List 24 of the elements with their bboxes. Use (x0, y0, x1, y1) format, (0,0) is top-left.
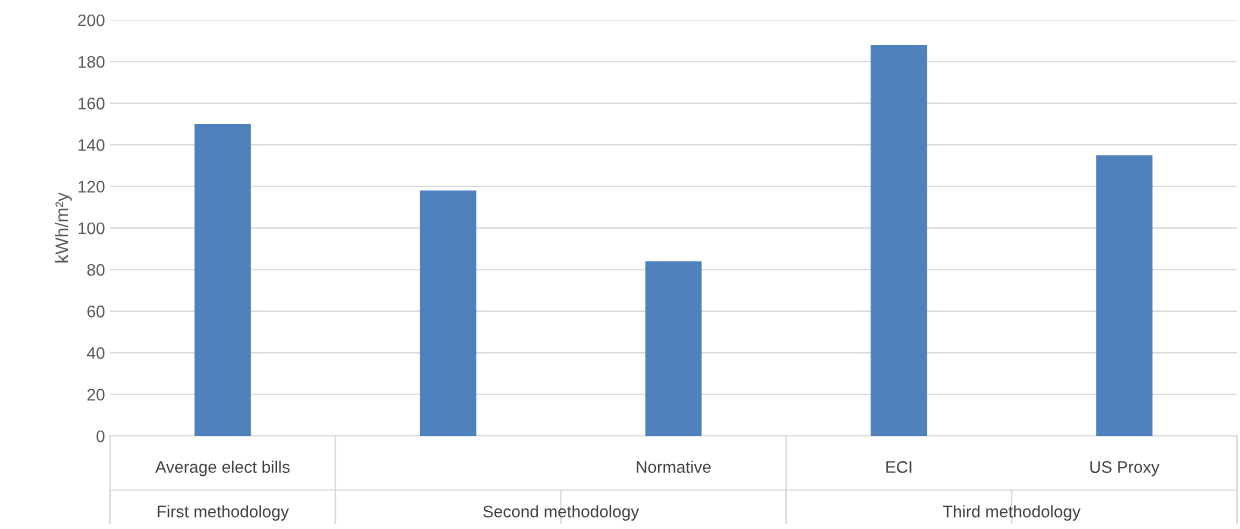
text: First methodology (157, 505, 289, 521)
y-tick-label: 20 (87, 388, 105, 401)
text: Second methodology (483, 505, 640, 521)
bar (419, 190, 477, 436)
bar (645, 261, 702, 436)
y-tick-label: 200 (78, 14, 105, 27)
text: Third methodology (942, 505, 1081, 521)
x-tick-label: US Proxy (1090, 461, 1160, 477)
x-tick-label: ECI (886, 461, 912, 473)
y-tick-label: 180 (78, 56, 105, 68)
bar (870, 44, 928, 436)
bar (194, 124, 251, 436)
x-tick-label: Normative (636, 460, 711, 473)
y-tick-label: 40 (86, 347, 105, 359)
y-tick-label: 160 (78, 97, 105, 110)
y-tick-label: 100 (78, 222, 105, 235)
y-tick-label: 140 (78, 139, 105, 151)
y-tick-label: 60 (87, 305, 105, 318)
bar (1096, 155, 1153, 436)
y-tick-label: 80 (87, 264, 105, 276)
x-tick-label: Average elect bills (155, 460, 290, 477)
y-tick-label: 120 (78, 180, 105, 193)
y-tick-label: 0 (96, 430, 105, 443)
y-axis-title: kWh/m²y (54, 192, 72, 263)
